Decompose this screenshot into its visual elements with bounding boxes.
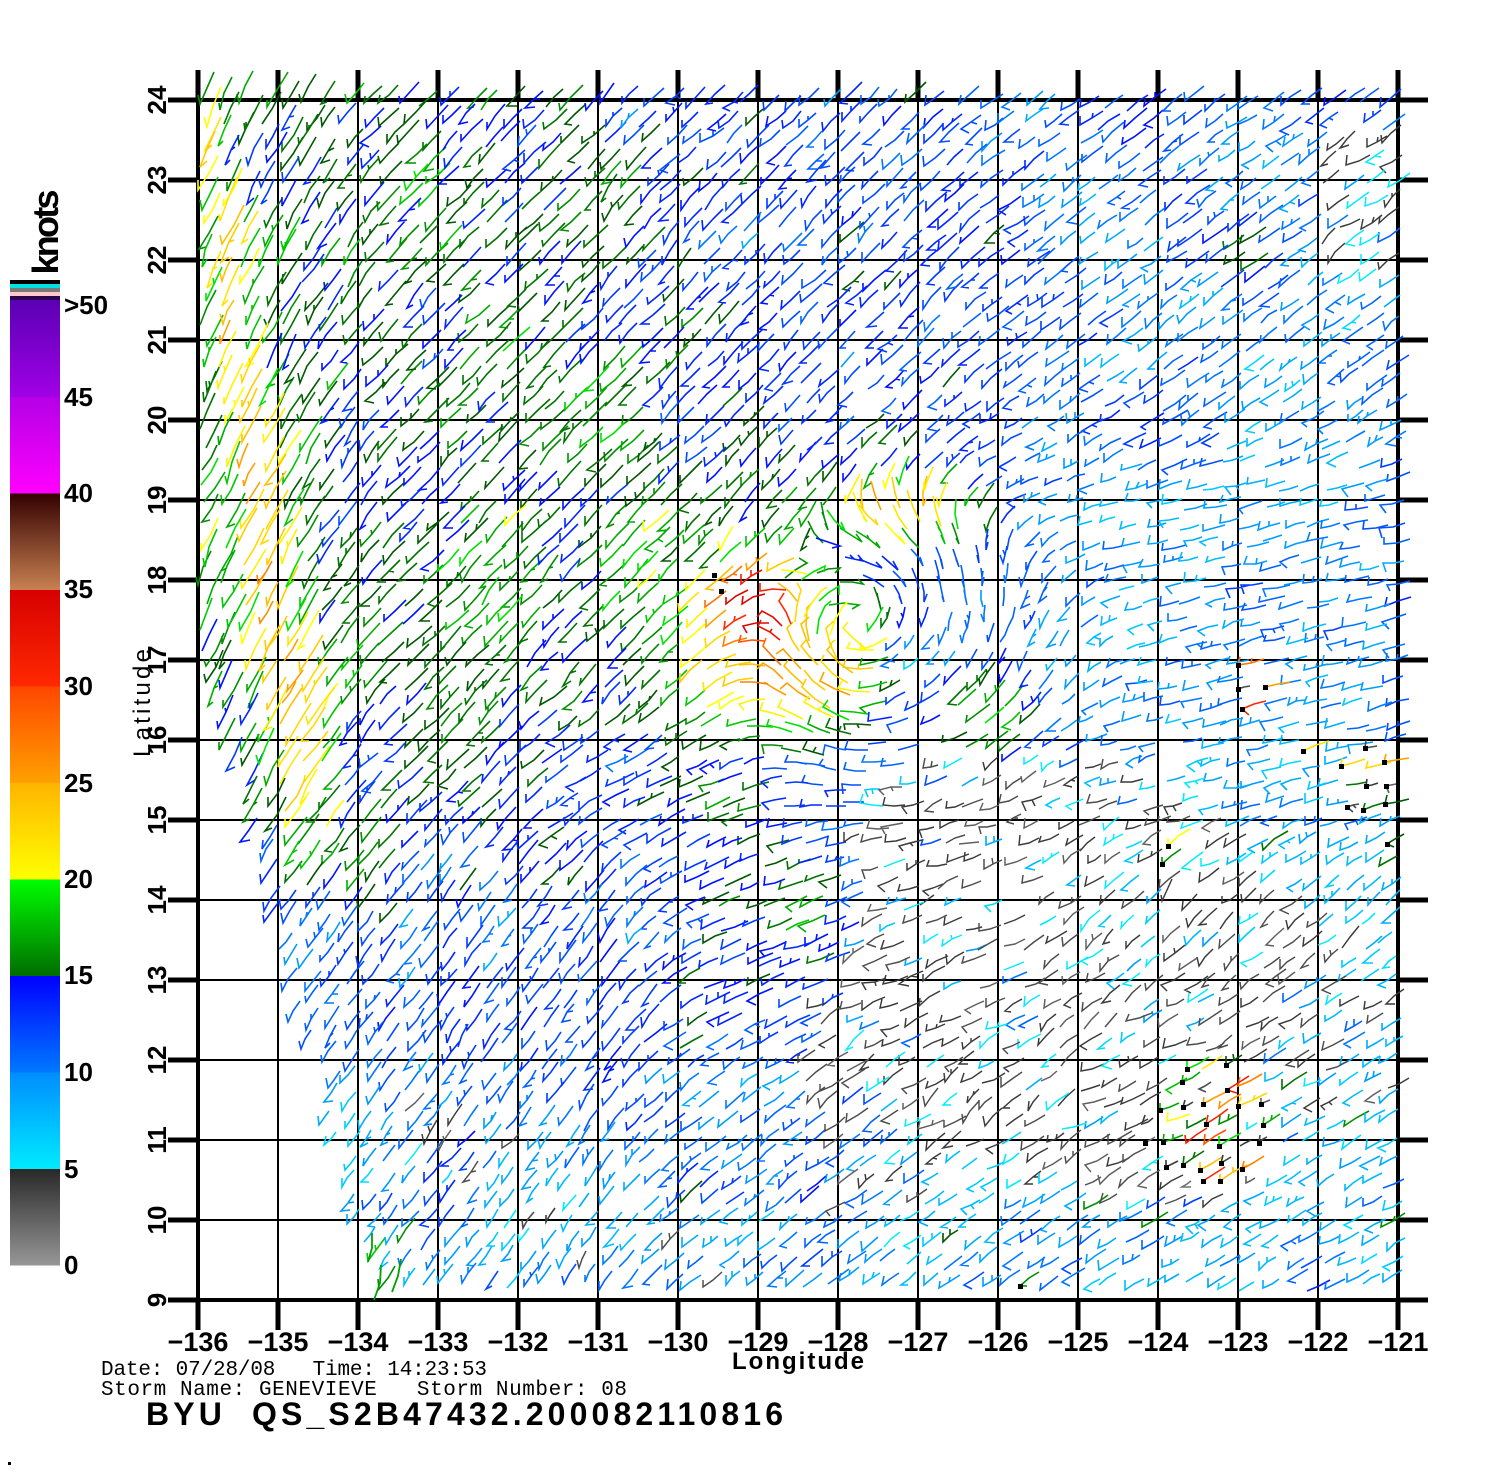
svg-text:14: 14: [142, 885, 172, 914]
svg-text:15: 15: [142, 806, 172, 835]
svg-text:BYU QS_S2B47432.200082110816: BYU QS_S2B47432.200082110816: [146, 1396, 783, 1432]
svg-text:−135: −135: [248, 1327, 309, 1357]
svg-text:45: 45: [64, 382, 93, 412]
svg-text:−133: −133: [408, 1327, 469, 1357]
svg-text:0: 0: [64, 1250, 78, 1280]
svg-text:−123: −123: [1208, 1327, 1269, 1357]
svg-text:25: 25: [64, 768, 93, 798]
svg-text:9: 9: [142, 1293, 172, 1307]
svg-text:35: 35: [64, 574, 93, 604]
svg-text:10: 10: [64, 1057, 93, 1087]
svg-text:11: 11: [142, 1126, 172, 1154]
svg-text:17: 17: [142, 646, 172, 675]
svg-text:24: 24: [142, 85, 172, 114]
svg-text:18: 18: [142, 566, 172, 595]
svg-text:23: 23: [142, 166, 172, 195]
svg-text:−128: −128: [808, 1327, 869, 1357]
svg-text:−134: −134: [328, 1327, 389, 1357]
svg-text:knots: knots: [25, 190, 66, 275]
svg-text:Longitude: Longitude: [732, 1348, 864, 1375]
svg-text:Date: 07/28/08 Time: 14:23:5: Date: 07/28/08 Time: 14:23:53: [101, 1359, 487, 1382]
svg-text:10: 10: [142, 1206, 172, 1235]
svg-text:30: 30: [64, 671, 93, 701]
svg-text:−121: −121: [1368, 1327, 1429, 1357]
svg-text:22: 22: [142, 246, 172, 275]
svg-text:15: 15: [64, 960, 93, 990]
svg-text:−136: −136: [168, 1327, 229, 1357]
svg-text:16: 16: [142, 726, 172, 755]
svg-text:−125: −125: [1048, 1327, 1109, 1357]
svg-text:−132: −132: [488, 1327, 549, 1357]
svg-text:−131: −131: [568, 1327, 629, 1357]
svg-text:−122: −122: [1288, 1327, 1349, 1357]
svg-text:>50: >50: [64, 290, 108, 320]
svg-text:21: 21: [142, 326, 172, 355]
svg-text:Storm Name: GENEVIEVE Storm: Storm Name: GENEVIEVE Storm Number: 08: [101, 1379, 627, 1402]
svg-text:−127: −127: [888, 1327, 949, 1357]
svg-text:20: 20: [64, 864, 93, 894]
svg-text:−129: −129: [728, 1327, 789, 1357]
svg-text:−124: −124: [1128, 1327, 1189, 1357]
svg-text:Latitude: Latitude: [129, 649, 156, 757]
svg-text:19: 19: [142, 486, 172, 515]
svg-text:−126: −126: [968, 1327, 1029, 1357]
svg-text:13: 13: [142, 966, 172, 995]
svg-text:5: 5: [64, 1154, 78, 1184]
svg-text:−130: −130: [648, 1327, 709, 1357]
svg-text:20: 20: [142, 406, 172, 435]
svg-text:12: 12: [142, 1046, 172, 1075]
svg-text:40: 40: [64, 478, 93, 508]
